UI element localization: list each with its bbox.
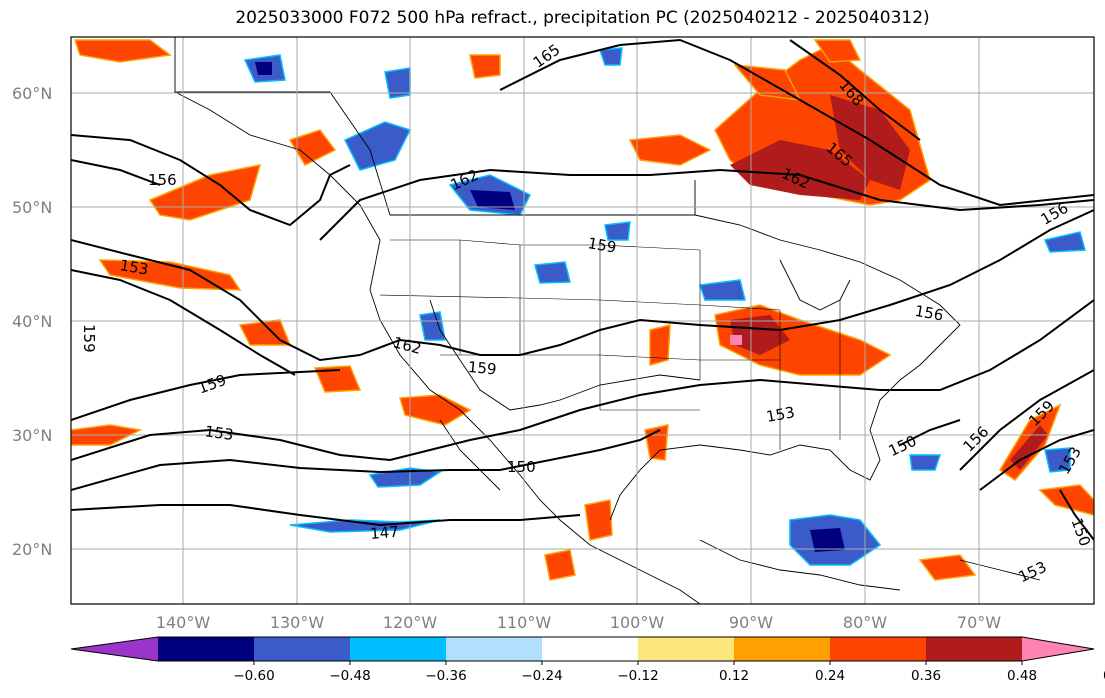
latitude-labels: 60°N 50°N 40°N 30°N 20°N	[12, 84, 52, 559]
precip-positive-areas	[71, 39, 1094, 581]
lat-label: 50°N	[12, 198, 52, 217]
contour-label: 156	[913, 302, 944, 325]
lat-label: 60°N	[12, 84, 52, 103]
lon-label: 120°W	[383, 613, 438, 632]
contour-label: 156	[959, 423, 992, 456]
state-borders	[379, 239, 841, 450]
contour-label: 159	[196, 371, 229, 398]
chart-title: 2025033000 F072 500 hPa refract., precip…	[235, 8, 930, 28]
contour-labels: 165 168 156 162 162 165 153 159 159 162 …	[80, 40, 1094, 586]
lon-label: 100°W	[610, 613, 665, 632]
colorbar-tick-label: 0.48	[1007, 668, 1037, 684]
lat-label: 20°N	[12, 540, 52, 559]
contour-label: 156	[148, 171, 177, 189]
longitude-labels: 140°W 130°W 120°W 110°W 100°W 90°W 80°W …	[156, 613, 1001, 632]
colorbar-tick-label: 0.24	[815, 668, 845, 684]
colorbar-segment	[638, 637, 735, 661]
contour-label: 147	[369, 523, 399, 543]
lon-label: 130°W	[270, 613, 325, 632]
contour-label: 159	[80, 324, 98, 353]
contour-label: 165	[530, 40, 564, 71]
colorbar-tick-label: −0.48	[329, 668, 370, 684]
colorbar: −0.60 −0.48 −0.36 −0.24 −0.12 0.12 0.24 0.36 0.4…	[70, 636, 1105, 684]
coastlines	[174, 37, 1041, 604]
plot-frame	[70, 36, 1095, 605]
lon-label: 80°W	[843, 613, 887, 632]
colorbar-segment	[542, 637, 639, 661]
colorbar-tick-label: 0.60	[1103, 668, 1105, 684]
contour-label: 150	[507, 458, 536, 476]
lon-label: 110°W	[497, 613, 552, 632]
colorbar-extend-high	[1022, 637, 1094, 661]
lon-label: 90°W	[729, 613, 773, 632]
contour-label: 153	[765, 403, 796, 426]
contour-label: 153	[1016, 558, 1050, 586]
contour-label: 153	[204, 422, 235, 444]
graticule	[71, 37, 1094, 604]
colorbar-segment	[926, 637, 1023, 661]
colorbar-segment	[350, 637, 447, 661]
colorbar-segment	[734, 637, 831, 661]
refractivity-contours	[71, 38, 1094, 541]
colorbar-tick-label: −0.12	[617, 668, 658, 684]
colorbar-segment	[254, 637, 351, 661]
precip-negative-areas	[243, 47, 1086, 566]
lat-label: 30°N	[12, 426, 52, 445]
colorbar-tick-label: −0.36	[425, 668, 466, 684]
colorbar-segment	[158, 637, 255, 661]
colorbar-tick-label: −0.60	[233, 668, 274, 684]
colorbar-outline	[70, 636, 1095, 662]
colorbar-tick-label: −0.24	[521, 668, 562, 684]
lat-label: 40°N	[12, 312, 52, 331]
colorbar-extend-low	[71, 637, 158, 661]
colorbar-tick-label: 0.36	[911, 668, 941, 684]
contour-label: 153	[118, 256, 149, 279]
colorbar-segment	[830, 637, 927, 661]
colorbar-segment	[446, 637, 543, 661]
colorbar-tick-label: 0.12	[719, 668, 749, 684]
lon-label: 70°W	[957, 613, 1001, 632]
contour-label: 150	[1067, 516, 1094, 549]
lon-label: 140°W	[156, 613, 211, 632]
contour-label: 159	[586, 234, 617, 257]
contour-label: 162	[391, 333, 423, 358]
contour-label: 159	[467, 358, 497, 378]
